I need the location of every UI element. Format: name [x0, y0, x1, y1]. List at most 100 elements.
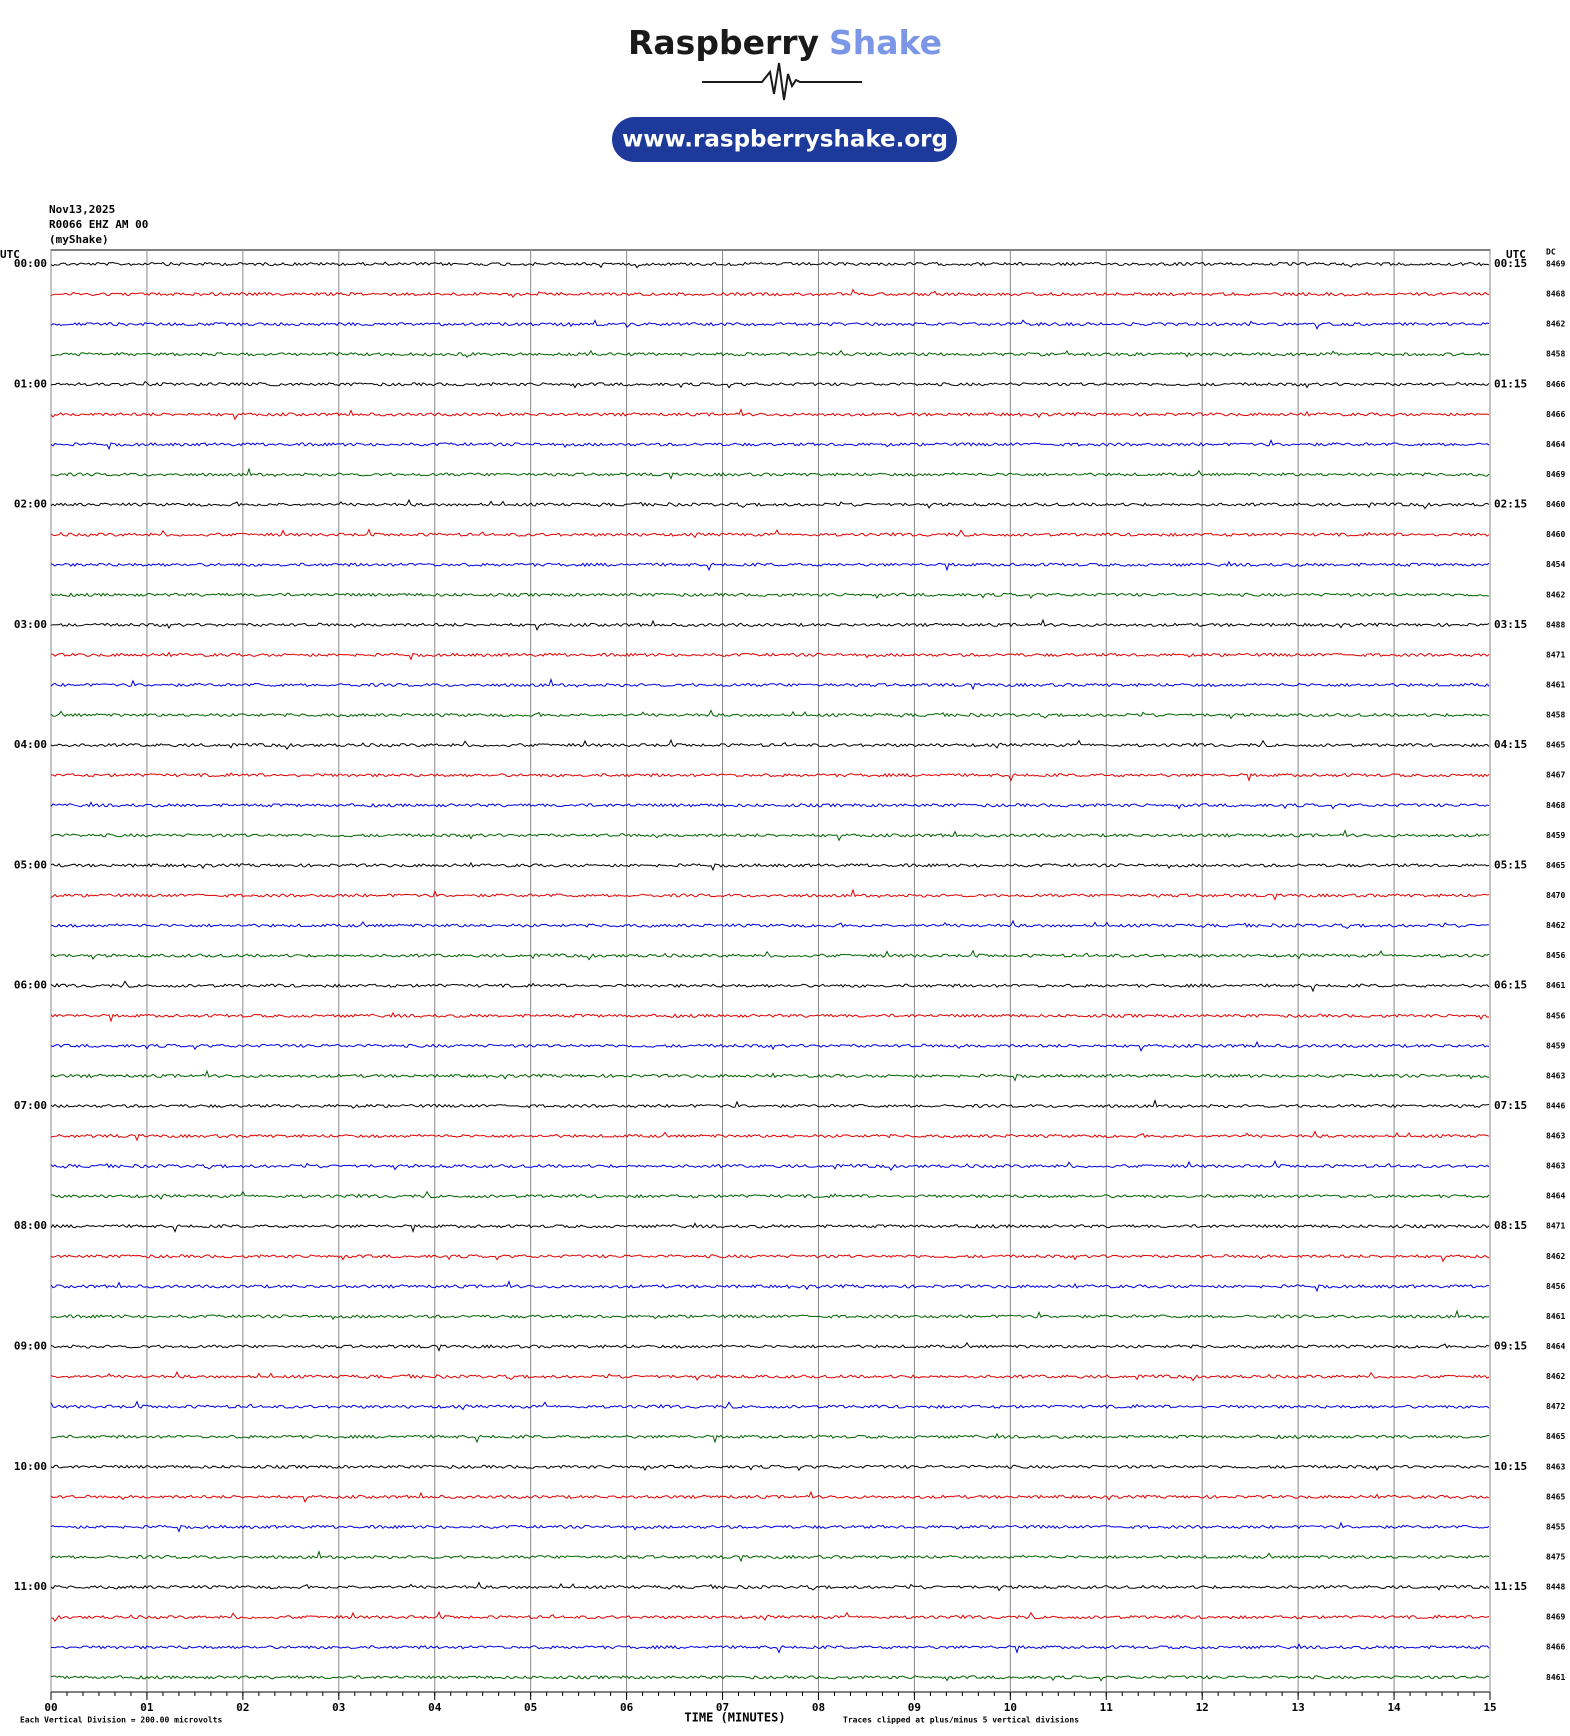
right-axis-title: UTC: [1506, 248, 1526, 261]
dc-value: 8446: [1546, 1101, 1565, 1110]
dc-value: 8469: [1546, 470, 1565, 479]
x-tick-label: 09: [908, 1701, 921, 1714]
dc-value: 8465: [1546, 1432, 1565, 1441]
dc-title: DC: [1546, 248, 1556, 257]
trace: [51, 651, 1490, 661]
dc-value: 8461: [1546, 1312, 1565, 1321]
trace: [50, 861, 1490, 872]
trace: [50, 288, 1490, 298]
logo-word: Raspberry: [628, 23, 819, 62]
plot-frame: [50, 249, 1491, 1693]
left-time-label: 07:00: [14, 1099, 47, 1112]
dc-value: 8454: [1546, 560, 1565, 569]
logo-wave: [702, 62, 862, 101]
logo-word: Shake: [829, 23, 942, 62]
right-time-label: 06:15: [1494, 979, 1527, 992]
dc-value: 8456: [1546, 951, 1565, 960]
dc-value: 8458: [1546, 350, 1565, 359]
trace: [50, 1098, 1490, 1109]
trace: [50, 1222, 1490, 1234]
dc-value: 8469: [1546, 260, 1565, 269]
trace: [50, 1011, 1490, 1023]
x-tick-label: 03: [332, 1701, 345, 1714]
trace: [50, 1254, 1490, 1263]
left-time-label: 00:00: [14, 257, 47, 270]
trace: [50, 801, 1490, 810]
logo-title: Raspberry Shake: [628, 23, 942, 62]
dc-value: 8463: [1546, 1132, 1565, 1141]
dc-value: 8471: [1546, 650, 1565, 659]
trace: [50, 1309, 1490, 1321]
trace: [50, 1342, 1490, 1352]
x-tick-label: 08: [812, 1701, 825, 1714]
dc-value: 8470: [1546, 891, 1565, 900]
dc-value: 8462: [1546, 320, 1565, 329]
dc-value: 8488: [1546, 620, 1565, 629]
trace: [50, 349, 1490, 358]
dc-value: 8467: [1546, 771, 1565, 780]
x-tick-label: 01: [140, 1701, 154, 1714]
trace: [50, 949, 1490, 961]
x-tick-label: 04: [428, 1701, 442, 1714]
dc-value: 8468: [1546, 290, 1565, 299]
x-tick-label: 14: [1387, 1701, 1401, 1714]
source: (myShake): [49, 233, 109, 246]
dc-value: 8459: [1546, 1041, 1565, 1050]
dc-value: 8464: [1546, 440, 1565, 449]
right-time-label: 08:15: [1494, 1219, 1527, 1232]
dc-value: 8465: [1546, 1492, 1565, 1501]
trace: [50, 1370, 1490, 1382]
dc-value: 8460: [1546, 530, 1565, 539]
trace: [50, 319, 1490, 330]
clip-note: Traces clipped at plus/minus 5 vertical …: [843, 1715, 1079, 1725]
left-time-label: 05:00: [14, 858, 47, 871]
trace: [50, 1159, 1490, 1171]
dc-value: 8464: [1546, 1192, 1565, 1201]
left-time-label: 09:00: [14, 1340, 47, 1353]
dc-value: 8465: [1546, 861, 1565, 870]
x-tick-label: 15: [1483, 1701, 1496, 1714]
dc-value: 8466: [1546, 1643, 1565, 1652]
left-time-label: 06:00: [14, 979, 47, 992]
trace: [50, 709, 1490, 720]
date: Nov13,2025: [49, 203, 115, 216]
x-tick-label: 06: [620, 1701, 634, 1714]
left-axis-title: UTC: [0, 248, 20, 261]
right-time-label: 07:15: [1494, 1099, 1527, 1112]
trace: [50, 1400, 1490, 1411]
trace: [50, 772, 1490, 783]
trace: [50, 560, 1490, 572]
station: R0066 EHZ AM 00: [49, 218, 148, 231]
url[interactable]: www.raspberryshake.org: [622, 127, 948, 153]
x-axis-title: TIME (MINUTES): [684, 1711, 785, 1725]
right-time-label: 02:15: [1494, 498, 1527, 511]
trace: [50, 919, 1490, 930]
trace: [50, 738, 1490, 750]
right-time-label: 09:15: [1494, 1340, 1527, 1353]
x-tick-label: 11: [1100, 1701, 1114, 1714]
trace: [50, 1581, 1490, 1592]
dc-value: 8460: [1546, 500, 1565, 509]
x-tick-label: 12: [1196, 1701, 1209, 1714]
left-time-label: 10:00: [14, 1460, 47, 1473]
dc-value: 8462: [1546, 1252, 1565, 1261]
dc-value: 8462: [1546, 921, 1565, 930]
x-tick-label: 13: [1292, 1701, 1305, 1714]
dc-value: 8468: [1546, 801, 1565, 810]
trace: [51, 1432, 1489, 1444]
trace: [50, 1040, 1490, 1052]
trace: [50, 1549, 1490, 1563]
dc-value: 8471: [1546, 1222, 1565, 1231]
right-time-label: 11:15: [1494, 1580, 1527, 1593]
scale-note: Each Vertical Division = 200.00 microvol…: [20, 1715, 222, 1725]
trace: [50, 1521, 1490, 1533]
url-pill[interactable]: [612, 117, 957, 162]
dc-value: 8456: [1546, 1282, 1565, 1291]
left-time-label: 08:00: [14, 1219, 47, 1232]
dc-value: 8455: [1546, 1522, 1565, 1531]
dc-value: 8461: [1546, 680, 1565, 689]
trace: [50, 1674, 1490, 1682]
trace: [50, 618, 1490, 631]
